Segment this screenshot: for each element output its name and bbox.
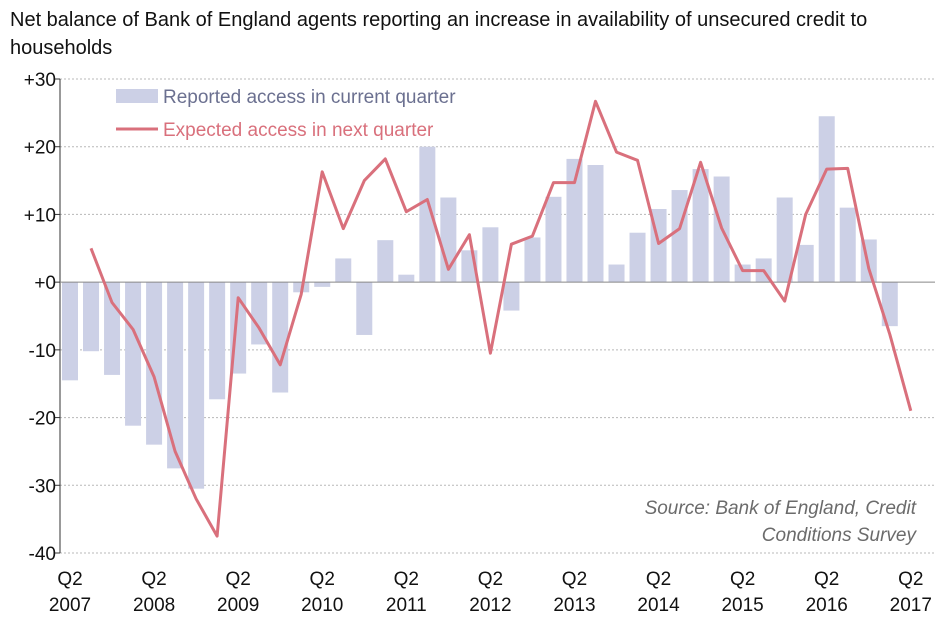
bar bbox=[104, 282, 120, 375]
x-tick-label-year: 2009 bbox=[217, 595, 259, 616]
bar bbox=[630, 233, 646, 282]
x-tick-label-quarter: Q2 bbox=[814, 569, 839, 590]
bar bbox=[777, 198, 793, 283]
x-tick-label-year: 2015 bbox=[721, 595, 763, 616]
x-tick-label-year: 2008 bbox=[133, 595, 175, 616]
y-tick-labels: +30 +20 +10 +0 -10 -20 -30 -40 bbox=[24, 70, 56, 565]
y-tick-label: +30 bbox=[24, 70, 56, 91]
bar bbox=[524, 237, 540, 282]
bar bbox=[356, 282, 372, 335]
x-tick-label-year: 2007 bbox=[49, 595, 91, 616]
bar bbox=[609, 265, 625, 283]
bar bbox=[335, 258, 351, 282]
x-tick-label-quarter: Q2 bbox=[730, 569, 755, 590]
chart-svg: +30 +20 +10 +0 -10 -20 -30 -40 Q2 2007 Q2 2008 Q2 20… bbox=[0, 0, 945, 620]
legend-label-reported: Reported access in current quarter bbox=[163, 87, 456, 108]
x-tick-label-quarter: Q2 bbox=[57, 569, 82, 590]
bar bbox=[377, 240, 393, 282]
bar bbox=[62, 282, 78, 380]
y-tick-label: -10 bbox=[29, 341, 56, 362]
bar bbox=[167, 282, 183, 468]
y-tick-label: -40 bbox=[29, 544, 56, 565]
source-line: Source: Bank of England, Credit bbox=[645, 498, 917, 519]
x-tick-label-quarter: Q2 bbox=[141, 569, 166, 590]
x-tick-label-year: 2011 bbox=[386, 595, 427, 616]
x-tick-label-quarter: Q2 bbox=[394, 569, 419, 590]
x-tick-label-year: 2016 bbox=[806, 595, 848, 616]
x-tick-label-quarter: Q2 bbox=[898, 569, 923, 590]
x-tick-label-year: 2012 bbox=[469, 595, 511, 616]
bar bbox=[272, 282, 288, 392]
bar bbox=[83, 282, 99, 351]
bar bbox=[209, 282, 225, 399]
bar bbox=[735, 265, 751, 283]
y-tick-label: +10 bbox=[24, 205, 56, 226]
bar bbox=[314, 282, 330, 287]
legend-swatch-bar bbox=[116, 89, 158, 103]
y-tick-label: +20 bbox=[24, 138, 56, 159]
bar bbox=[840, 208, 856, 282]
bar bbox=[398, 275, 414, 282]
x-tick-label-year: 2017 bbox=[890, 595, 932, 616]
source-note: Source: Bank of England, Credit Condition… bbox=[645, 498, 918, 546]
x-tick-label-quarter: Q2 bbox=[646, 569, 671, 590]
bar bbox=[588, 165, 604, 282]
bar bbox=[693, 169, 709, 282]
y-tick-label: -30 bbox=[29, 476, 56, 497]
legend-label-expected: Expected access in next quarter bbox=[163, 120, 434, 141]
x-tick-label-year: 2010 bbox=[301, 595, 343, 616]
x-tick-label-year: 2013 bbox=[553, 595, 595, 616]
x-tick-labels: Q2 2007 Q2 2008 Q2 2009 Q2 2010 Q2 2011 Q2 2012 Q2 20… bbox=[49, 569, 932, 616]
x-tick-label-quarter: Q2 bbox=[562, 569, 587, 590]
x-tick-label-quarter: Q2 bbox=[310, 569, 335, 590]
bar bbox=[819, 116, 835, 282]
source-line: Conditions Survey bbox=[762, 525, 918, 546]
x-tick-label-year: 2014 bbox=[637, 595, 680, 616]
y-tick-label: +0 bbox=[34, 273, 56, 294]
bar bbox=[545, 197, 561, 282]
bar bbox=[482, 227, 498, 282]
bar bbox=[503, 282, 519, 310]
x-tick-label-quarter: Q2 bbox=[478, 569, 503, 590]
bar bbox=[188, 282, 204, 489]
legend: Reported access in current quarter Expect… bbox=[116, 87, 456, 141]
bar bbox=[798, 245, 814, 282]
bar bbox=[125, 282, 141, 426]
bar bbox=[672, 190, 688, 282]
y-tick-label: -20 bbox=[29, 409, 56, 430]
x-tick-label-quarter: Q2 bbox=[225, 569, 250, 590]
